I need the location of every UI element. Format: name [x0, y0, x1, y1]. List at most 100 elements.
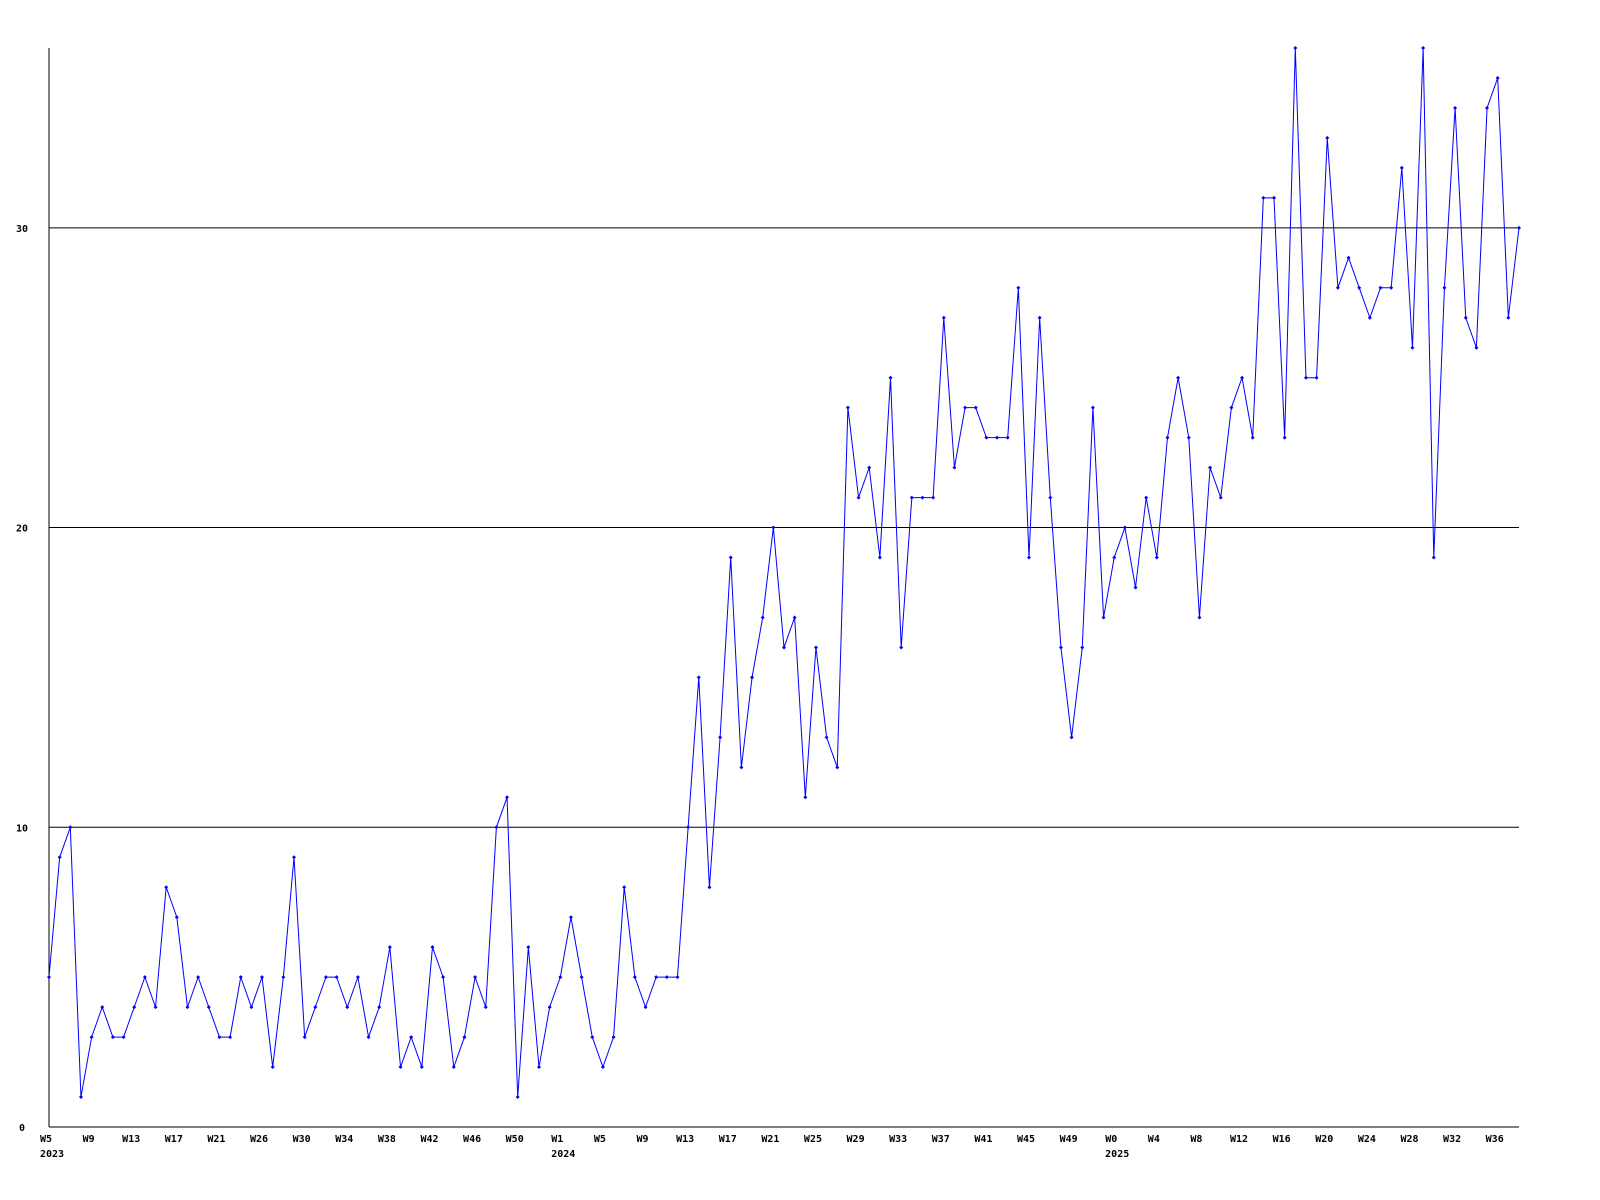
data-point [675, 975, 680, 980]
data-point [1197, 615, 1202, 620]
data-point [228, 1035, 233, 1040]
data-point [249, 1005, 254, 1010]
data-point [462, 1035, 467, 1040]
data-point [430, 945, 435, 950]
data-point [1218, 495, 1223, 500]
y-tick-label: 0 [19, 1123, 25, 1134]
data-point [1133, 585, 1138, 590]
data-point [1495, 75, 1500, 80]
x-tick-label: W46 [463, 1134, 481, 1145]
x-tick-label: W21 [207, 1134, 225, 1145]
data-point [632, 975, 637, 980]
data-point [973, 405, 978, 410]
data-point [174, 915, 179, 920]
x-tick-label: W29 [847, 1134, 865, 1145]
data-point [1250, 435, 1255, 440]
data-point [1474, 345, 1479, 350]
y-tick-label: 20 [16, 524, 28, 535]
data-point [867, 465, 872, 470]
data-point [1186, 435, 1191, 440]
x-tick-label: W24 [1358, 1134, 1376, 1145]
data-point [931, 495, 936, 500]
data-point [579, 975, 584, 980]
data-point [505, 795, 510, 800]
data-point [718, 735, 723, 740]
data-point [1101, 615, 1106, 620]
data-point [345, 1005, 350, 1010]
data-point [664, 975, 669, 980]
data-point [1282, 435, 1287, 440]
x-tick-label: W38 [378, 1134, 396, 1145]
x-tick-label: W45 [1017, 1134, 1035, 1145]
data-point [558, 975, 563, 980]
data-point [1442, 285, 1447, 290]
data-point [1208, 465, 1213, 470]
data-point [728, 555, 733, 560]
x-tick-label: W21 [761, 1134, 779, 1145]
x-tick-label: W28 [1400, 1134, 1418, 1145]
data-point [515, 1095, 520, 1100]
data-point [334, 975, 339, 980]
data-point [888, 375, 893, 380]
data-point [1346, 255, 1351, 260]
x-tick-label: W16 [1273, 1134, 1291, 1145]
data-point [1144, 495, 1149, 500]
data-point [1421, 46, 1426, 50]
data-point [750, 675, 755, 680]
data-point [419, 1065, 424, 1070]
x-tick-label: W12 [1230, 1134, 1248, 1145]
data-point [1517, 225, 1521, 230]
data-point [355, 975, 360, 980]
data-point [1399, 165, 1404, 170]
data-point [537, 1065, 541, 1070]
data-point [1325, 135, 1330, 140]
data-point [78, 1095, 83, 1100]
data-point [707, 885, 712, 890]
data-point [302, 1035, 307, 1040]
data-point [1165, 435, 1170, 440]
data-point [473, 975, 478, 980]
data-point [739, 765, 744, 770]
data-point [1112, 555, 1117, 560]
data-point [1229, 405, 1234, 410]
data-point [1154, 555, 1159, 560]
data-point [1261, 195, 1266, 200]
data-point [1176, 375, 1181, 380]
x-tick-label: W9 [83, 1134, 95, 1145]
x-tick-label: W37 [932, 1134, 950, 1145]
data-point [451, 1065, 456, 1070]
data-point [771, 525, 776, 530]
data-point [1048, 495, 1053, 500]
data-point [217, 1035, 222, 1040]
x-tick-label: W5 [40, 1134, 52, 1145]
x-tick-label: W42 [420, 1134, 438, 1145]
data-point [89, 1035, 94, 1040]
data-point [696, 675, 701, 680]
data-point [1240, 375, 1245, 380]
data-point [803, 795, 808, 800]
data-point [57, 855, 62, 860]
x-tick-label: W5 [594, 1134, 606, 1145]
x-tick-label: W17 [165, 1134, 183, 1145]
data-point [941, 315, 946, 320]
data-point [654, 975, 659, 980]
data-point [292, 855, 296, 860]
data-point [110, 1035, 115, 1040]
data-point [845, 405, 850, 410]
data-point [920, 495, 925, 500]
data-point [995, 435, 1000, 440]
data-point [185, 1005, 190, 1010]
data-point [409, 1035, 414, 1040]
data-point [153, 1005, 158, 1010]
data-point [1080, 645, 1085, 650]
data-point [441, 975, 446, 980]
data-point [568, 915, 573, 920]
data-point [398, 1065, 403, 1070]
data-point [377, 1005, 382, 1010]
data-point [1314, 375, 1319, 380]
x-tick-label: W8 [1190, 1134, 1202, 1145]
data-point [590, 1035, 595, 1040]
data-point [611, 1035, 616, 1040]
